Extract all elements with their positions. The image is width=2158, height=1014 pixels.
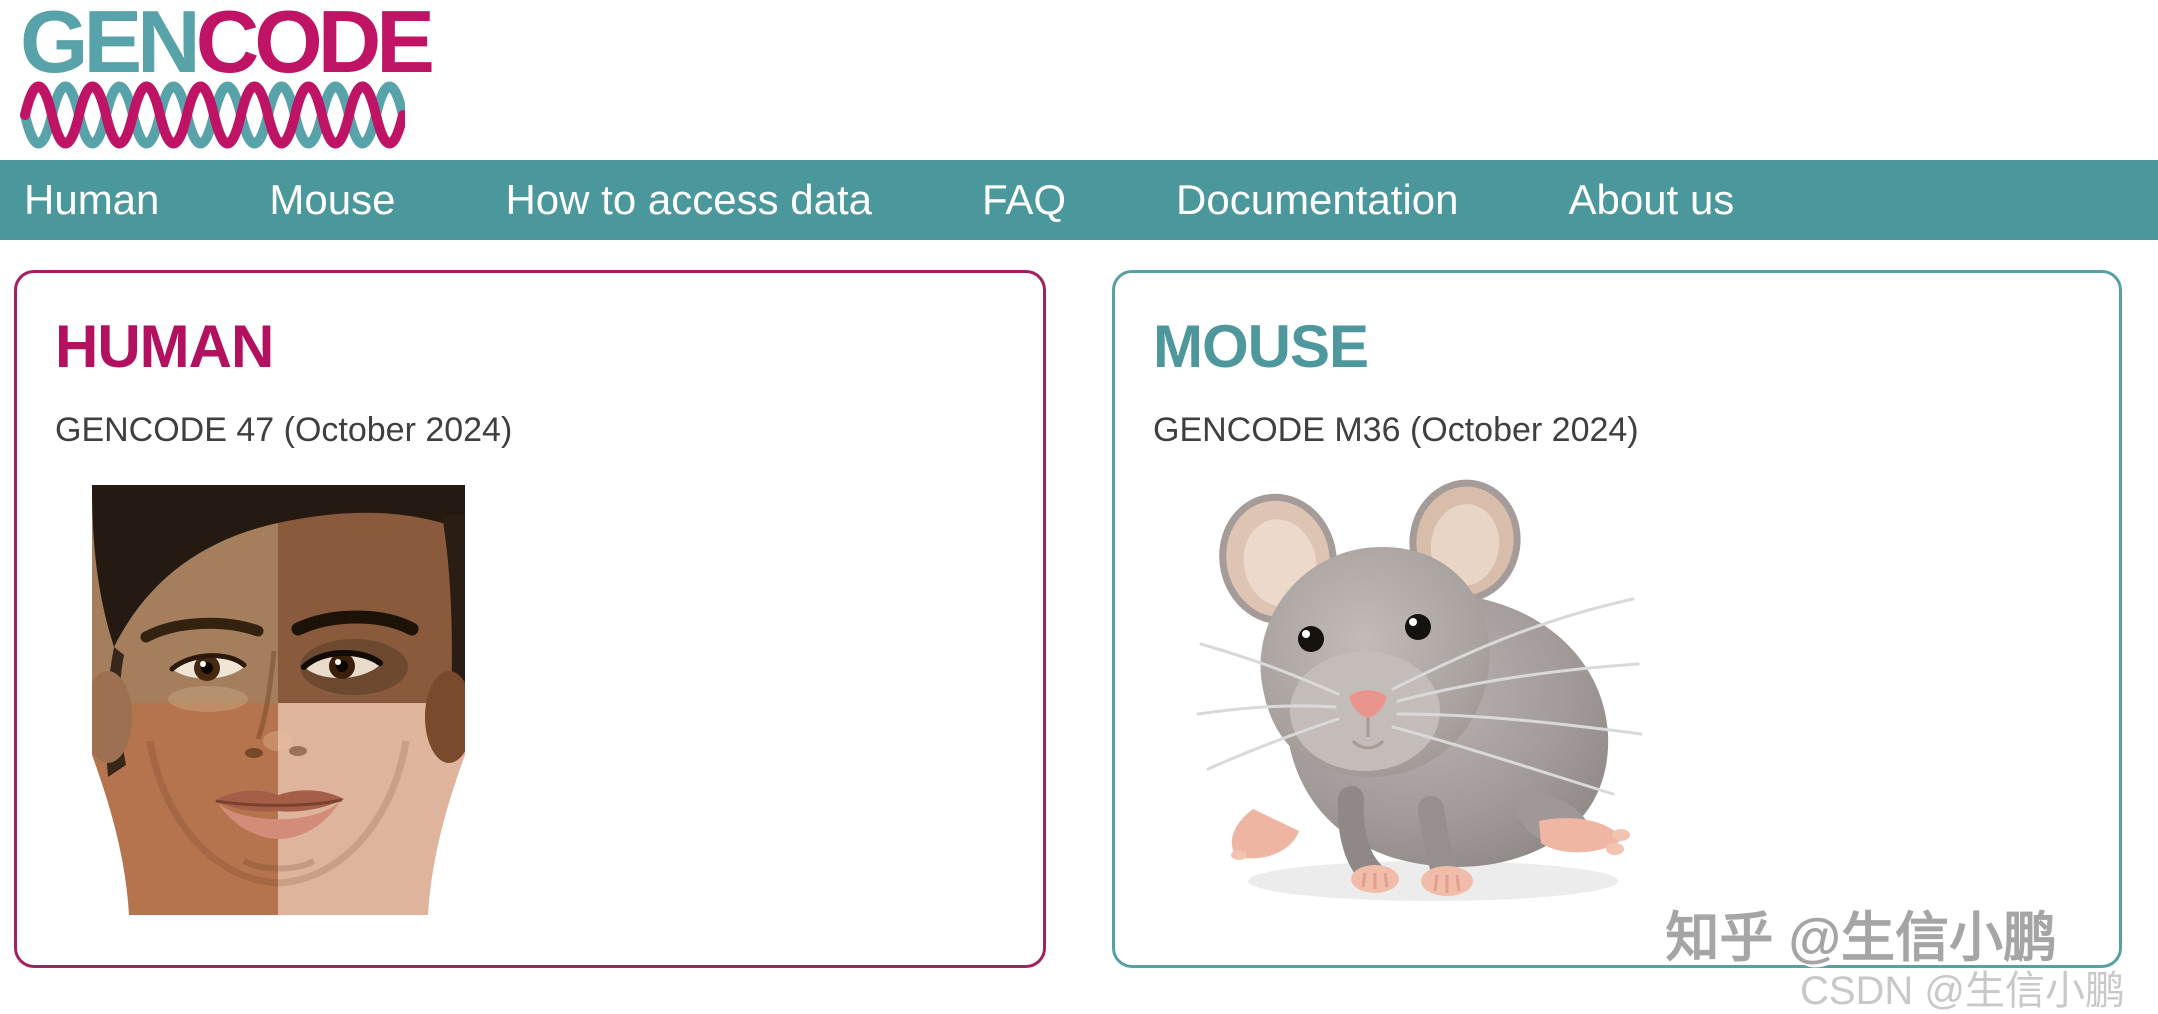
mouse-card: MOUSE GENCODE M36 (October 2024) — [1112, 270, 2122, 968]
nav-item-documentation[interactable]: Documentation — [1176, 176, 1459, 223]
human-composite-face-image — [92, 485, 465, 915]
mouse-hind-feet — [1231, 789, 1630, 860]
logo-wordmark: GENCODE — [20, 0, 435, 86]
dna-helix-icon — [20, 81, 405, 149]
nav-item-faq[interactable]: FAQ — [981, 176, 1067, 223]
main-nav: Human Mouse How to access data FAQ Docum… — [0, 160, 2158, 240]
mouse-release-label: GENCODE M36 (October 2024) — [1153, 411, 1639, 449]
zhihu-watermark: 知乎 @生信小鹏 — [1665, 908, 2057, 968]
eyebrows — [140, 610, 419, 643]
logo-text-gen: GEN — [20, 0, 201, 91]
csdn-watermark: CSDN @生信小鹏 — [1799, 969, 2125, 1013]
gencode-logo[interactable]: GENCODE — [20, 0, 435, 152]
mouse-whiskers — [1196, 597, 1643, 796]
nav-item-how-to-access[interactable]: How to access data — [505, 176, 872, 223]
mouse-front-paws — [1337, 786, 1473, 896]
eyes — [169, 650, 383, 681]
human-release-label: GENCODE 47 (October 2024) — [55, 411, 513, 449]
mouse-card-title: MOUSE — [1153, 317, 2119, 377]
nose — [245, 650, 307, 758]
nav-item-mouse[interactable]: Mouse — [269, 176, 396, 223]
lips — [214, 790, 344, 839]
human-card: HUMAN GENCODE 47 (October 2024) — [14, 270, 1046, 968]
logo-text-code: CODE — [195, 0, 435, 91]
mouse-face — [1298, 614, 1431, 750]
header: GENCODE — [0, 0, 2158, 158]
human-card-title: HUMAN — [55, 317, 1043, 377]
mouse-card-link[interactable]: MOUSE — [1153, 313, 1369, 380]
nav-item-about-us[interactable]: About us — [1568, 176, 1735, 223]
human-card-link[interactable]: HUMAN — [55, 313, 274, 380]
nav-item-human[interactable]: Human — [24, 176, 160, 223]
mouse-photo-image — [1196, 479, 1643, 901]
